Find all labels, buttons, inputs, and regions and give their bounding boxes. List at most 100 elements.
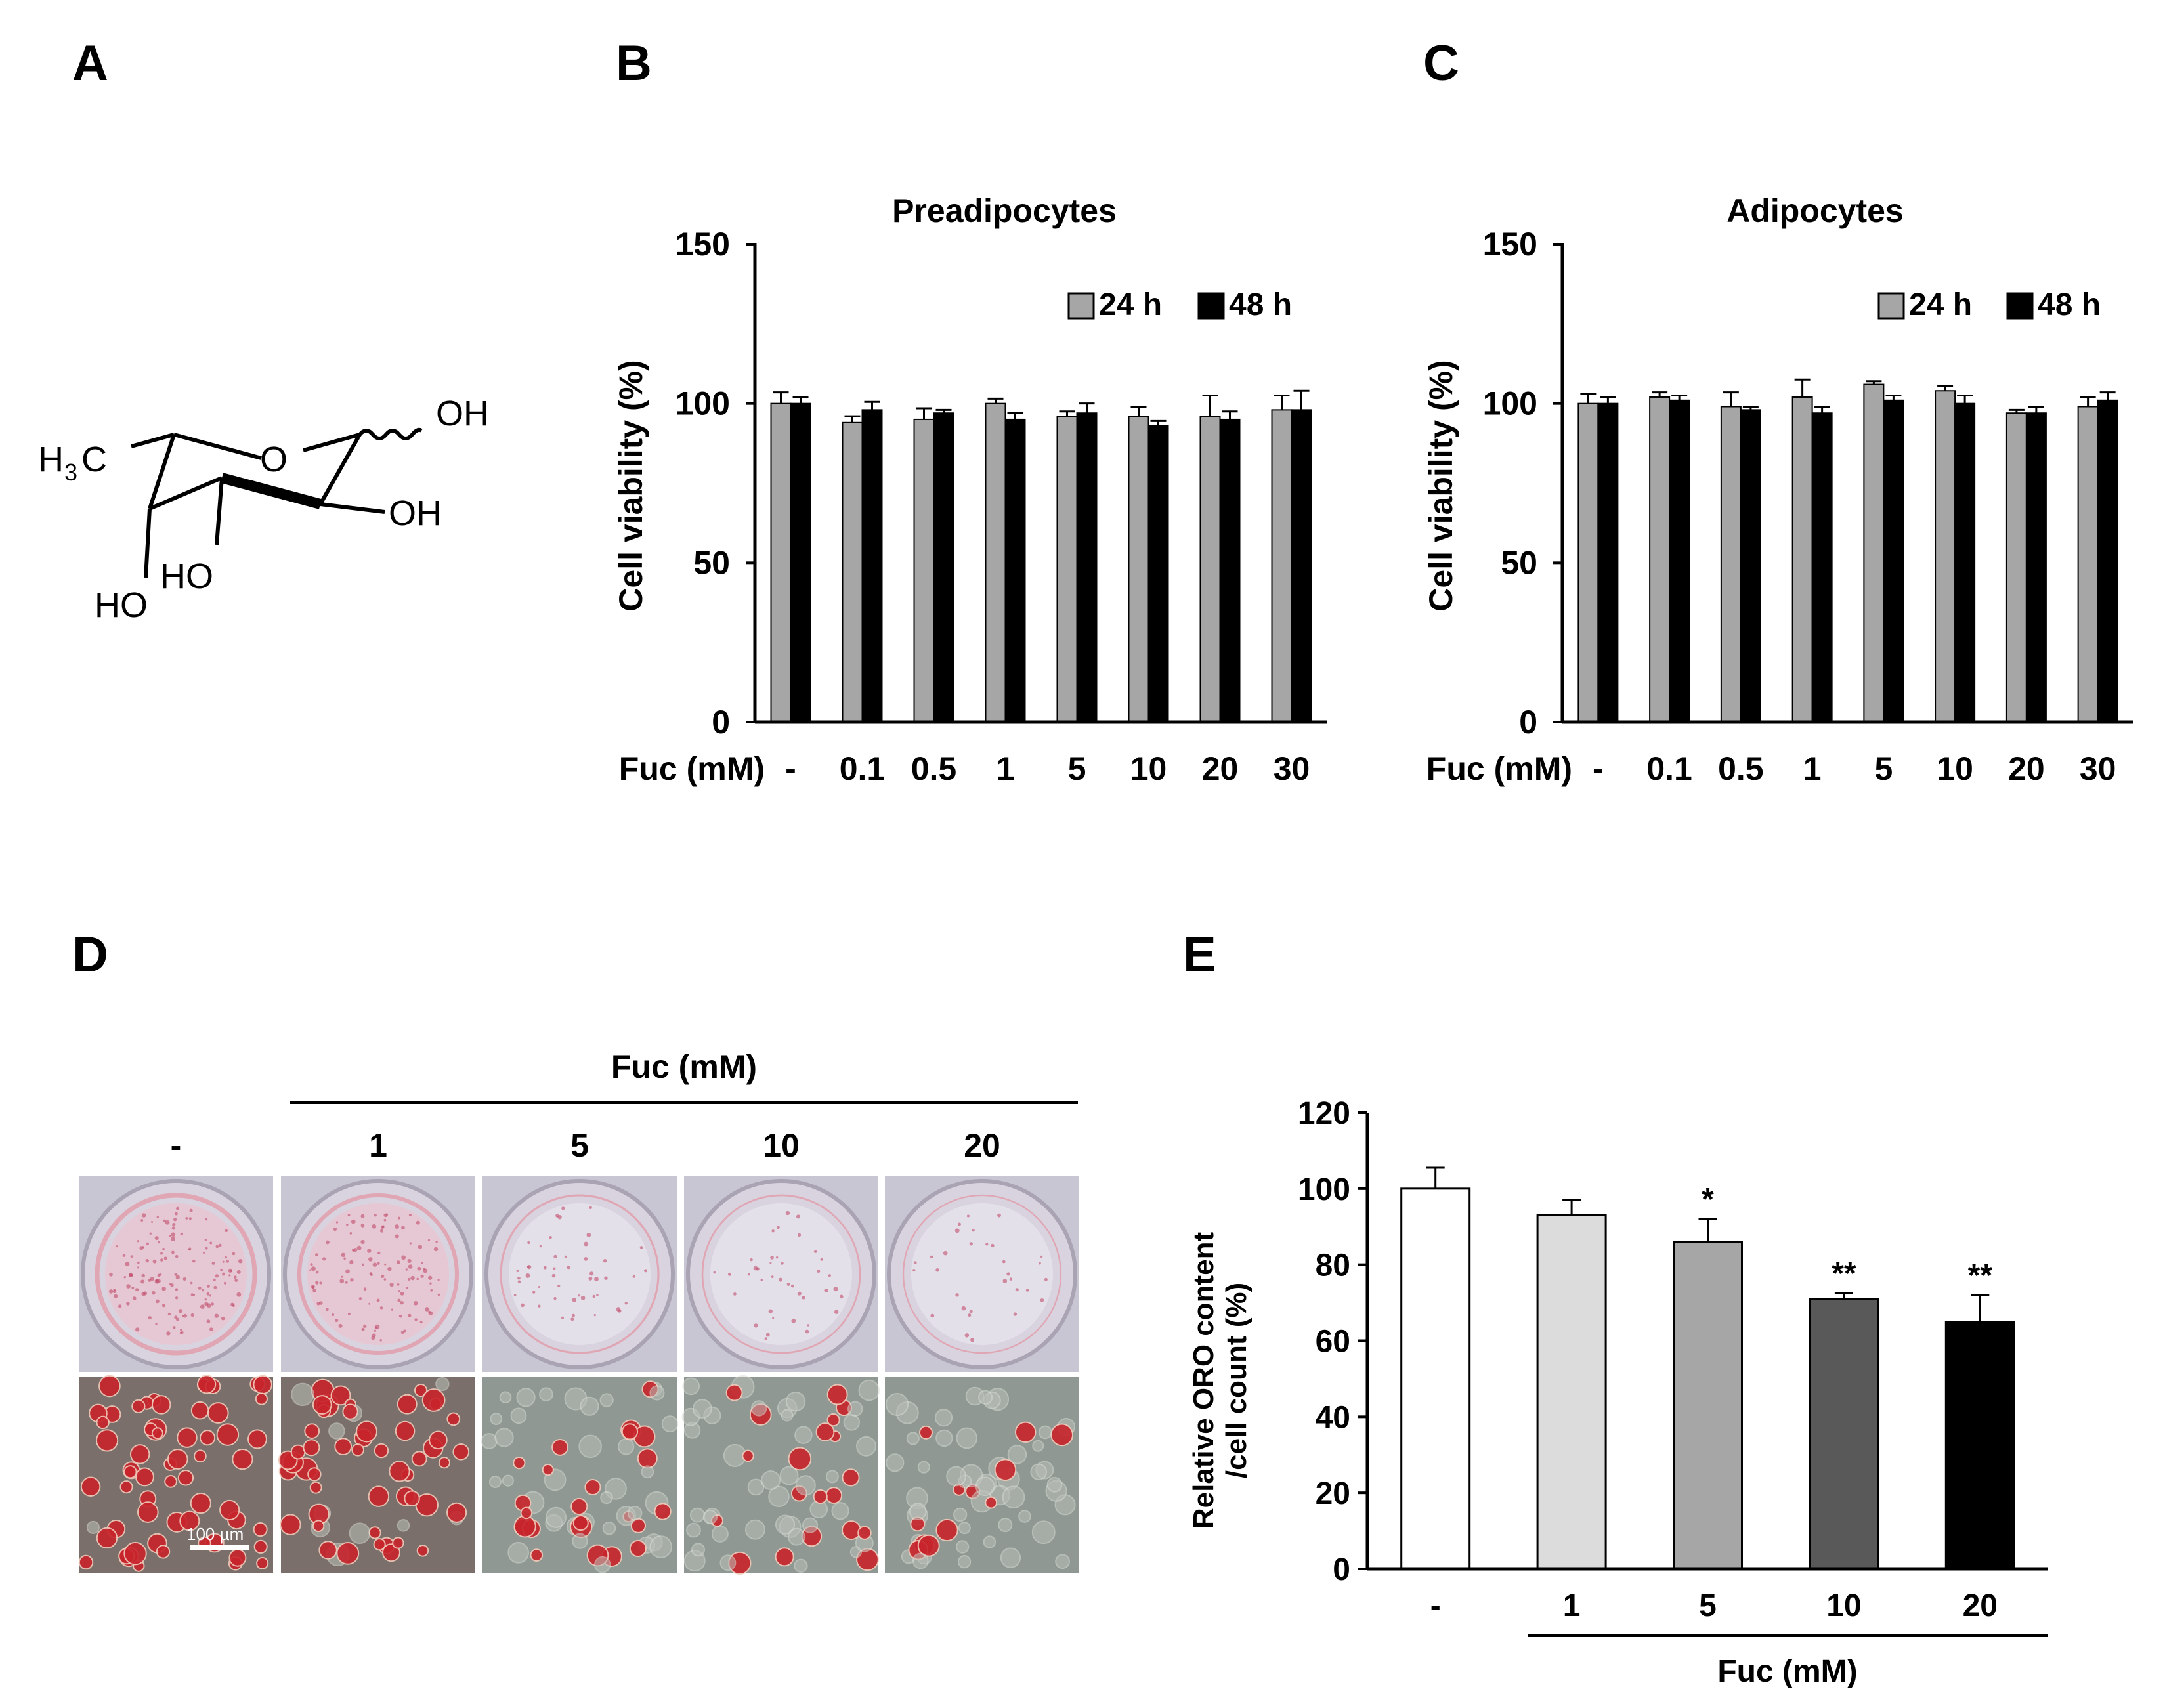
scale-bar-label: 100 µm [186, 1524, 244, 1544]
chart-b-bar-24h [1199, 416, 1221, 723]
chart-e-error-bar [1834, 1292, 1853, 1299]
chart-b-bar-48h [933, 412, 954, 723]
chart-b-bar-24h [1056, 416, 1078, 723]
chart-c-title: Adipocytes [1726, 192, 1904, 229]
chart-b-error-bar [792, 396, 809, 404]
chart-e-y-axis-title-line1: Relative ORO content [1188, 1231, 1220, 1529]
panel-letter-c: C [1423, 35, 1459, 91]
chart-c-error-bar [1885, 395, 1902, 400]
chart-e-bar [1536, 1214, 1607, 1570]
chart-c-bar-48h [1669, 399, 1690, 723]
chart-c-x-labels: - 0.1 0.5 1 5 10 20 30 [1593, 750, 2116, 787]
chart-b-x-tick-label: - [785, 750, 796, 787]
o-c1-bond [303, 433, 360, 452]
chart-c-bar-48h [1954, 402, 1976, 723]
chart-b-y-ticks: 0 50 100 150 [675, 226, 755, 740]
chart-c-y-tick-label: 150 [1483, 226, 1537, 263]
chart-b-bar-48h [1291, 409, 1312, 723]
chart-c-error-bar [1600, 396, 1616, 404]
chart-b-x-tick-label: 0.5 [911, 750, 957, 787]
panel-letter-b: B [616, 35, 652, 91]
well-image [281, 1176, 475, 1372]
micrograph-image [885, 1377, 1079, 1573]
chart-b-error-bar [987, 397, 1004, 404]
chart-c-bar-24h [1791, 396, 1813, 723]
chart-c-legend-label-24h: 24 h [1909, 288, 1972, 322]
oh-c2: OH [389, 494, 442, 533]
chart-e-x-tick-label: 10 [1826, 1589, 1861, 1623]
chart-c-error-bar [1671, 395, 1688, 400]
methyl-c: C [81, 440, 107, 479]
chart-b-error-bar [844, 415, 861, 423]
chart-c-error-bar [1866, 380, 1882, 385]
chart-b-bar-48h [1219, 418, 1241, 723]
micrograph-image [278, 1377, 475, 1573]
chart-c-y-tick-label: 50 [1501, 544, 1537, 581]
chart-c-error-bar [1742, 406, 1759, 410]
chart-b-bar-48h [1147, 425, 1169, 723]
micrograph-image [481, 1377, 679, 1573]
chart-c-error-bar [2028, 406, 2044, 414]
chart-c-bar-24h [1720, 406, 1742, 723]
chart-e-x-tick-label: 5 [1699, 1589, 1717, 1623]
chart-c-x-tick-label: 20 [2008, 750, 2045, 787]
chart-b-x-tick-label: 0.1 [840, 750, 886, 787]
c4-c3-bond [148, 476, 223, 511]
panel-d-condition-label: 1 [369, 1127, 387, 1164]
chart-c-error-bar [2099, 391, 2116, 400]
chart-b-y-tick-label: 100 [675, 385, 730, 422]
chart-c-bar-24h [1863, 383, 1885, 723]
chart-c-legend: 24 h 48 h [1877, 288, 2101, 322]
chart-b-bar-24h [913, 418, 935, 723]
chart-c-bar-24h [2005, 412, 2027, 723]
chart-b-bar-24h [1271, 409, 1293, 723]
panel-d-condition-label: 5 [570, 1127, 589, 1164]
chart-b-bar-48h [1004, 418, 1026, 723]
c4-oh-bond [144, 508, 152, 578]
chart-e-y-tick-label: 20 [1316, 1476, 1350, 1511]
chart-e-y-tick-label: 60 [1316, 1325, 1350, 1359]
chart-b-error-bar [1274, 395, 1290, 410]
chart-e-error-bar [1698, 1218, 1717, 1242]
chart-b-bar-24h [842, 421, 863, 723]
chart-b-legend-swatch-48h [1197, 292, 1225, 320]
micrograph-image [681, 1375, 880, 1575]
chart-c-bar-48h [2097, 399, 2118, 723]
chart-b-x-axis-title: Fuc (mM) [619, 750, 765, 787]
chart-b-error-bar [1079, 402, 1095, 414]
chart-b-error-bar [1222, 410, 1238, 419]
chart-b-legend-swatch-24h [1067, 292, 1095, 320]
chart-c-legend-swatch-24h [1877, 292, 1905, 320]
chart-b-error-bar [1059, 410, 1075, 417]
c5-c4-bond [148, 434, 176, 509]
chart-b-error-bar [1130, 406, 1147, 417]
ring-oxygen: O [260, 440, 288, 479]
chart-e-significance-mark: ** [1968, 1258, 1993, 1293]
chart-c-y-tick-label: 0 [1519, 704, 1537, 740]
chart-b-error-bar [1150, 419, 1167, 426]
methyl-subscript: 3 [64, 459, 77, 486]
chart-b-bar-48h [790, 402, 811, 723]
chart-e-x-tick-label: - [1430, 1589, 1441, 1623]
chart-c-bar-24h [2077, 406, 2099, 723]
chart-e-y-ticks: 0 20 40 60 80 100 120 [1298, 1096, 1367, 1587]
chart-e-bar [1809, 1298, 1879, 1570]
chart-e-bar [1673, 1241, 1743, 1570]
panel-letter-e: E [1183, 927, 1216, 983]
chart-b-x-tick-label: 1 [997, 750, 1015, 787]
c3-oh-bond [215, 477, 224, 545]
fucose-structure [131, 427, 423, 578]
chart-c-bar-24h [1577, 402, 1599, 723]
chart-e-y-tick-label: 40 [1316, 1400, 1350, 1435]
chart-c-error-bar [1580, 393, 1597, 404]
panel-d-micrographs [78, 1375, 1079, 1575]
chart-b-error-bar [1293, 389, 1310, 410]
oh-c4: HO [95, 586, 148, 625]
chart-c-bar-48h [1740, 409, 1761, 723]
chart-c-y-axis-title: Cell viability (%) [1423, 360, 1459, 611]
panel-d-condition-label: - [171, 1127, 182, 1164]
chart-b-bar-24h [1128, 416, 1149, 723]
chart-e-bar [1944, 1321, 2015, 1570]
panel-d: Fuc (mM) - 1 5 10 20 100 µm [78, 1048, 1079, 1575]
chart-e-y-tick-label: 0 [1333, 1552, 1350, 1587]
